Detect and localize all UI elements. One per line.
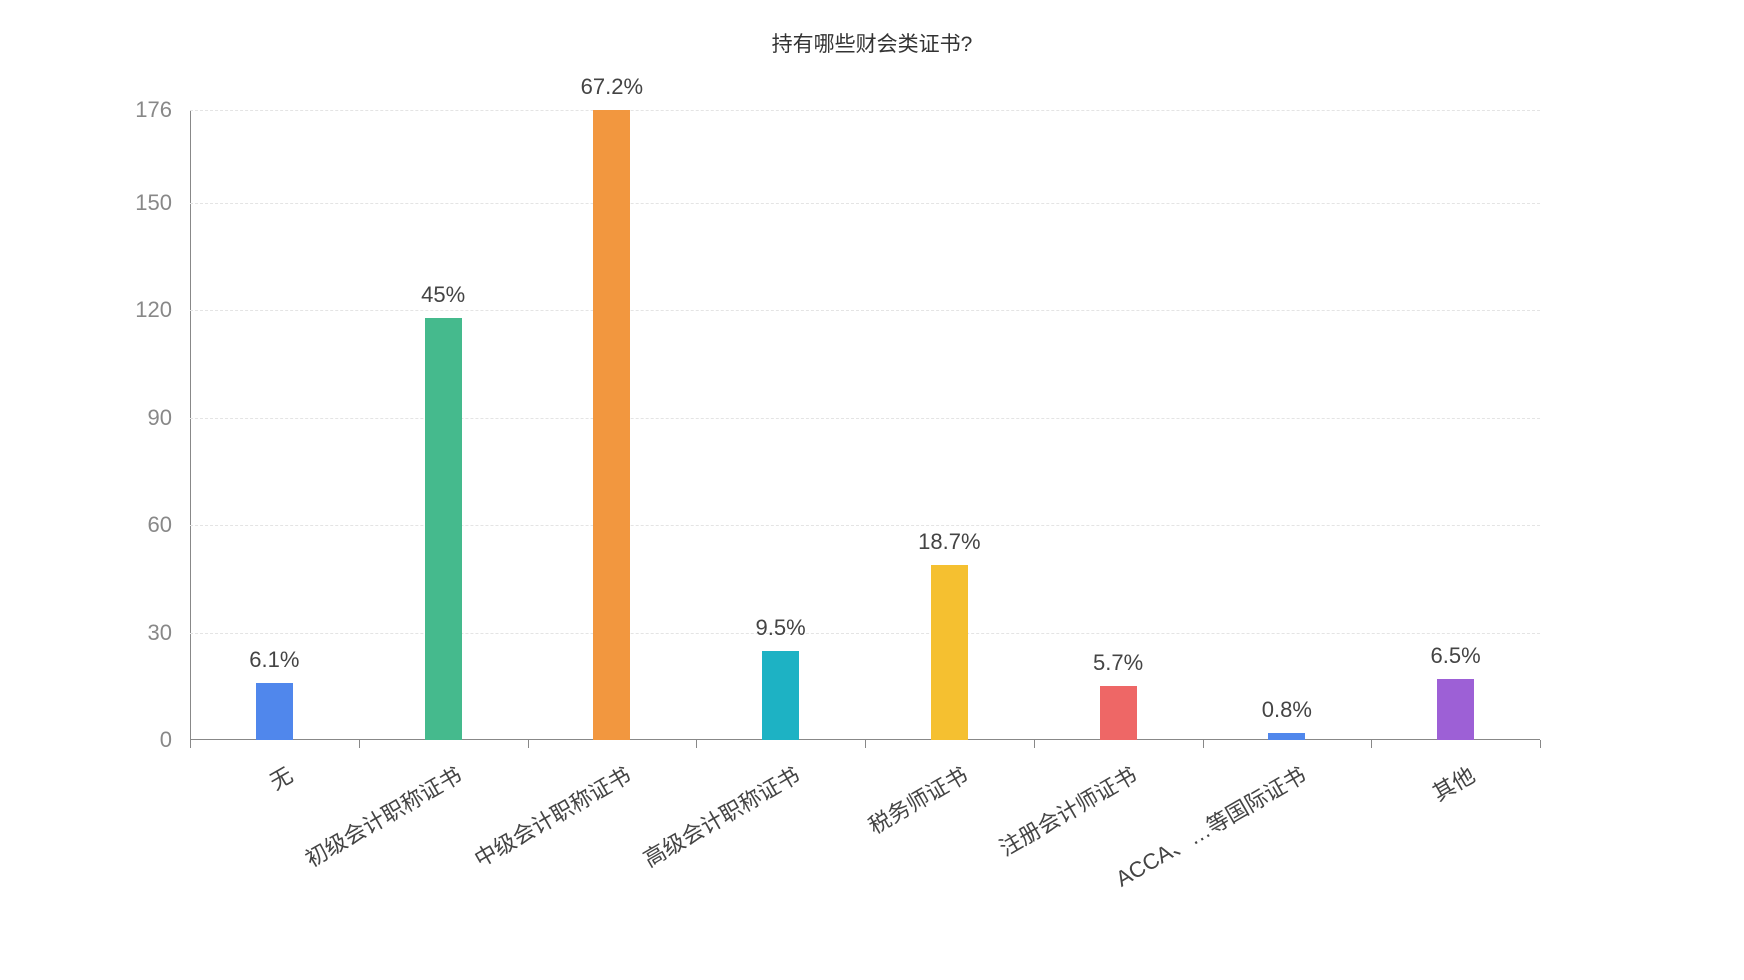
bar bbox=[1437, 679, 1474, 740]
chart-title: 持有哪些财会类证书? bbox=[0, 28, 1744, 58]
y-axis-tick: 176 bbox=[135, 97, 190, 123]
bar-value-label: 67.2% bbox=[581, 74, 643, 110]
bar bbox=[931, 565, 968, 740]
bar-value-label: 9.5% bbox=[756, 615, 806, 651]
grid-line bbox=[190, 525, 1540, 526]
bar-value-label: 45% bbox=[421, 282, 465, 318]
y-axis-tick: 60 bbox=[148, 512, 190, 538]
bar bbox=[256, 683, 293, 740]
x-axis-label: 注册会计师证书 bbox=[993, 758, 1142, 863]
y-axis-tick: 90 bbox=[148, 405, 190, 431]
x-axis-label: 税务师证书 bbox=[862, 758, 973, 841]
y-axis-tick: 0 bbox=[160, 727, 190, 753]
x-tick-mark bbox=[1034, 740, 1035, 748]
x-axis-label: 无 bbox=[263, 758, 298, 797]
bar-value-label: 18.7% bbox=[918, 529, 980, 565]
x-tick-mark bbox=[1203, 740, 1204, 748]
x-tick-mark bbox=[528, 740, 529, 748]
x-axis-label: 高级会计职称证书 bbox=[636, 758, 804, 874]
y-axis-tick: 150 bbox=[135, 190, 190, 216]
x-tick-mark bbox=[359, 740, 360, 748]
x-tick-mark bbox=[865, 740, 866, 748]
bar bbox=[593, 110, 630, 740]
bar bbox=[762, 651, 799, 740]
bar-value-label: 5.7% bbox=[1093, 650, 1143, 686]
x-axis-label: 其他 bbox=[1426, 758, 1480, 808]
x-tick-mark bbox=[1540, 740, 1541, 748]
grid-line bbox=[190, 110, 1540, 111]
bar bbox=[1100, 686, 1137, 740]
bar bbox=[425, 318, 462, 740]
bar-chart: 持有哪些财会类证书? 03060901201501766.1%无45%初级会计职… bbox=[0, 0, 1744, 980]
plot-area: 03060901201501766.1%无45%初级会计职称证书67.2%中级会… bbox=[190, 110, 1540, 740]
x-tick-mark bbox=[190, 740, 191, 748]
grid-line bbox=[190, 203, 1540, 204]
grid-line bbox=[190, 310, 1540, 311]
bar-value-label: 0.8% bbox=[1262, 697, 1312, 733]
grid-line bbox=[190, 418, 1540, 419]
x-axis-label: 中级会计职称证书 bbox=[467, 758, 635, 874]
x-axis-label: ACCA、…等国际证书 bbox=[1109, 758, 1311, 893]
y-axis-tick: 30 bbox=[148, 620, 190, 646]
y-axis-tick: 120 bbox=[135, 297, 190, 323]
bar-value-label: 6.5% bbox=[1431, 643, 1481, 679]
grid-line bbox=[190, 633, 1540, 634]
bar bbox=[1268, 733, 1305, 740]
x-axis-label: 初级会计职称证书 bbox=[299, 758, 467, 874]
y-axis-line bbox=[190, 110, 191, 740]
x-tick-mark bbox=[696, 740, 697, 748]
x-tick-mark bbox=[1371, 740, 1372, 748]
bar-value-label: 6.1% bbox=[249, 647, 299, 683]
